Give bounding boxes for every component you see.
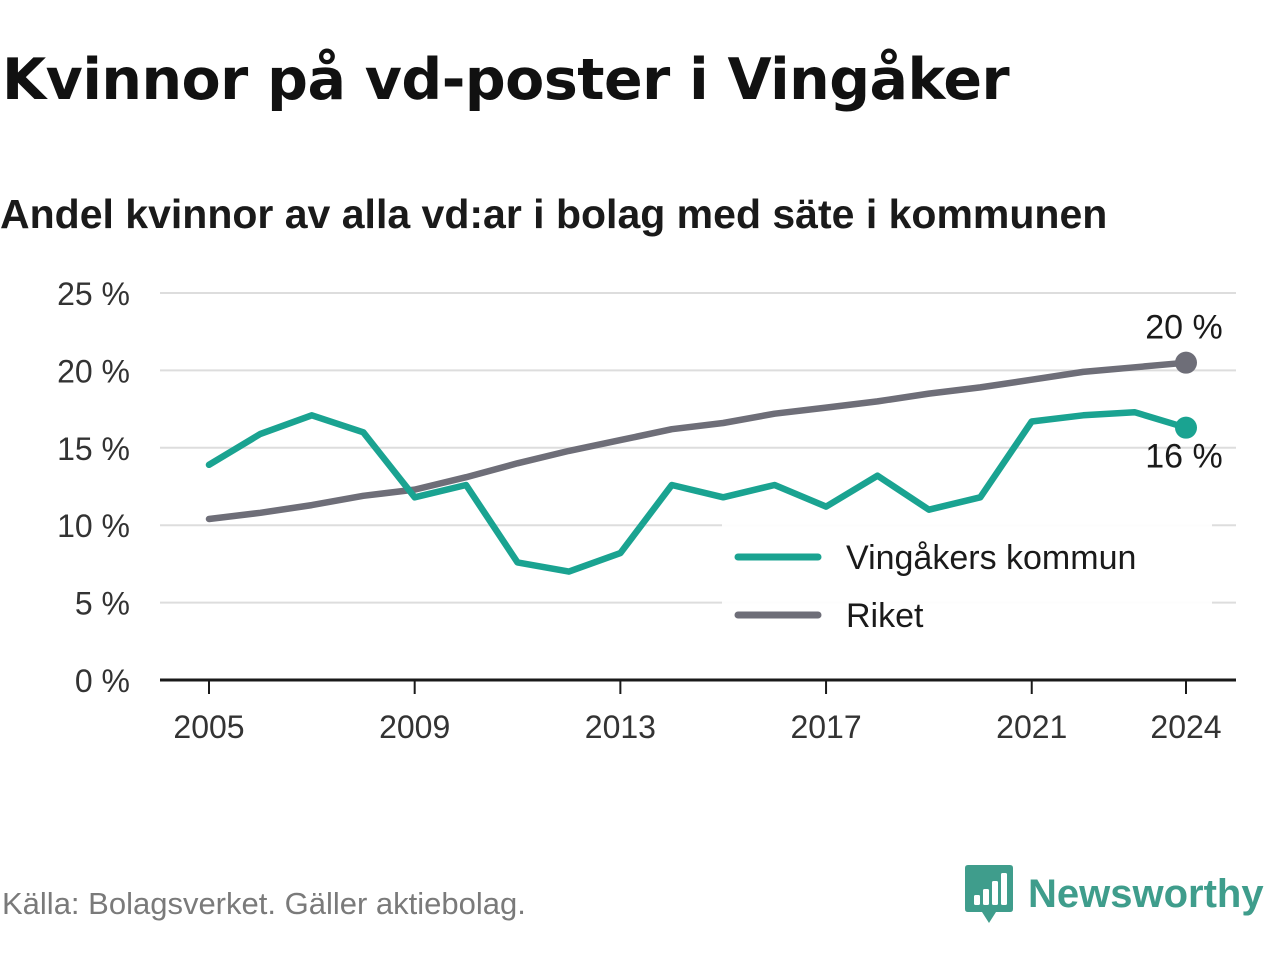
legend-background — [722, 522, 1212, 652]
x-tick-label: 2013 — [585, 709, 656, 745]
y-tick-label: 5 % — [75, 586, 130, 622]
chart-subtitle: Andel kvinnor av alla vd:ar i bolag med … — [0, 191, 1108, 237]
x-tick-label: 2017 — [790, 709, 861, 745]
end-value-label: 20 % — [1145, 309, 1223, 347]
y-tick-label: 15 % — [57, 431, 130, 467]
x-tick-label: 2005 — [173, 709, 244, 745]
x-tick-label: 2009 — [379, 709, 450, 745]
series-end-point — [1175, 416, 1197, 439]
source-note: Källa: Bolagsverket. Gäller aktiebolag. — [2, 886, 526, 921]
newsworthy-logo-icon — [965, 865, 1013, 923]
y-tick-label: 10 % — [57, 508, 130, 544]
legend-label: Riket — [846, 597, 924, 635]
series-end-point — [1175, 351, 1197, 374]
brand-name: Newsworthy — [1028, 871, 1264, 916]
x-tick-label: 2021 — [996, 709, 1067, 745]
brand-logo: Newsworthy — [964, 862, 1264, 926]
end-value-label: 16 % — [1145, 438, 1223, 476]
y-tick-label: 20 % — [57, 353, 130, 389]
series-line — [205, 359, 1190, 523]
legend: Vingåkers kommun Riket — [722, 522, 1212, 652]
y-tick-label: 25 % — [57, 276, 130, 312]
series-lines — [205, 351, 1197, 575]
legend-label: Vingåkers kommun — [846, 539, 1136, 577]
x-tick-label: 2024 — [1150, 709, 1221, 745]
end-labels: 16 % 20 % — [1145, 309, 1223, 476]
y-axis-tick-labels: 0 % 5 % 10 % 15 % 20 % 25 % — [57, 276, 130, 699]
x-axis-tick-labels: 2005 2009 2013 2017 2021 2024 — [173, 680, 1222, 745]
line-chart: 0 %5 %10 %15 %20 %25 % 2005 2009 2013 2017 2… — [57, 276, 1236, 745]
series-line — [205, 408, 1190, 575]
chart-title: Kvinnor på vd-poster i Vingåker — [2, 47, 1010, 113]
y-tick-label: 0 % — [75, 663, 130, 699]
